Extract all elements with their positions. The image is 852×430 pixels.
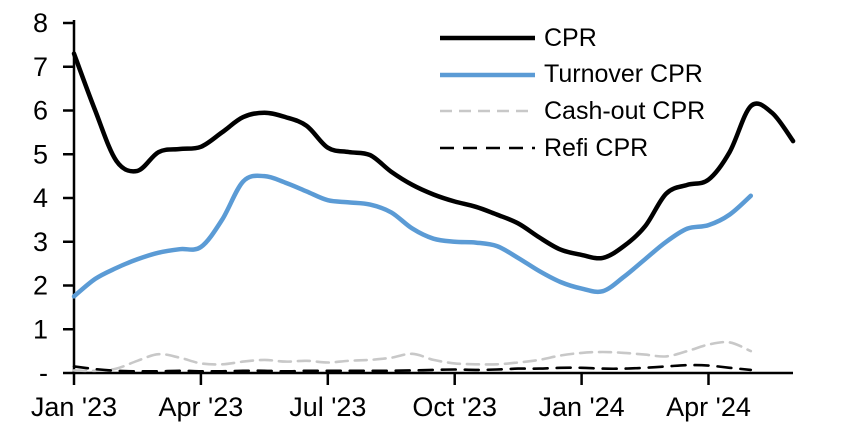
legend-item-refi-cpr: Refi CPR	[440, 130, 705, 167]
legend-item-cash-out-cpr: Cash-out CPR	[440, 93, 705, 130]
legend-item-cpr: CPR	[440, 20, 705, 57]
y-tick-label: 3	[33, 227, 48, 257]
legend-label-turnover-cpr: Turnover CPR	[544, 60, 703, 89]
x-tick-label: Jul '23	[289, 392, 366, 422]
legend-label-refi-cpr: Refi CPR	[544, 133, 649, 162]
series-line-turnover-cpr	[71, 173, 754, 299]
y-tick-label: 7	[33, 52, 48, 82]
y-tick-label: 5	[33, 139, 48, 169]
legend-label-cash-out-cpr: Cash-out CPR	[544, 96, 706, 125]
x-tick-label: Jan '23	[31, 392, 117, 422]
series-line-refi-cpr	[72, 363, 753, 373]
y-tick-label: -	[39, 358, 48, 388]
y-tick-label: 8	[33, 8, 48, 38]
x-tick-label: Apr '23	[159, 392, 244, 422]
legend-label-cpr: CPR	[544, 23, 597, 52]
series-line-cash-out-cpr	[72, 340, 753, 373]
y-tick-label: 2	[33, 271, 48, 301]
y-tick-label: 1	[33, 314, 48, 344]
turnover-cpr-line-sample-icon	[440, 72, 535, 78]
cpr-line-sample-icon	[440, 36, 535, 41]
series-line-cpr	[71, 51, 796, 261]
cash-out-cpr-line-sample-icon	[440, 110, 535, 113]
x-tick-label: Oct '23	[412, 392, 497, 422]
x-tick-label: Apr '24	[666, 392, 751, 422]
x-tick-label: Jan '24	[538, 392, 624, 422]
refi-cpr-line-sample-icon	[440, 146, 535, 150]
legend-item-turnover-cpr: Turnover CPR	[440, 57, 705, 94]
y-tick-label: 4	[33, 183, 48, 213]
chart-legend: CPR Turnover CPR Cash-out CPR Refi CPR	[440, 20, 705, 166]
y-tick-label: 6	[33, 96, 48, 126]
